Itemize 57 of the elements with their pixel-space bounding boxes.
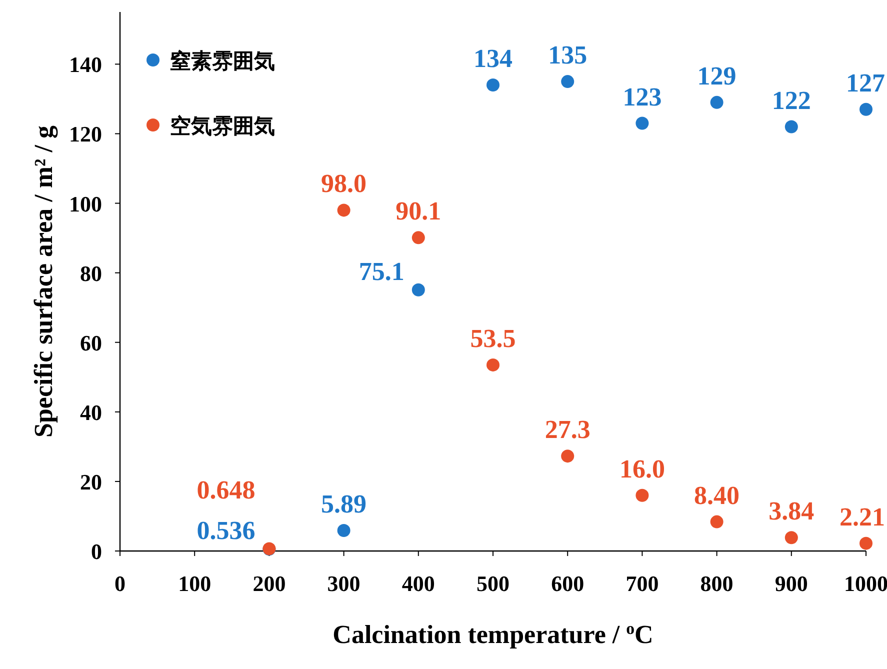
data-label: 129	[697, 61, 736, 90]
x-tick-label: 0	[114, 571, 126, 596]
y-tick-label: 0	[91, 539, 102, 564]
x-axis-title: Calcination temperature / $^{o}$C	[332, 618, 654, 649]
y-tick-label: 100	[69, 191, 102, 216]
x-tick-label: 700	[626, 571, 659, 596]
y-axis-title: Specific surface area / m² / g	[29, 125, 58, 438]
point	[486, 358, 500, 372]
data-label: 0.648	[196, 476, 256, 505]
x-tick-label: 500	[476, 571, 510, 596]
y-tick-label: 60	[80, 330, 102, 356]
x-tick-label: 400	[402, 571, 435, 596]
point	[412, 283, 425, 296]
data-label: 53.5	[470, 324, 516, 353]
data-label: 123	[622, 82, 662, 112]
data-label: 98.0	[321, 169, 367, 198]
point	[710, 515, 724, 528]
x-tick-label: 800	[700, 571, 734, 596]
x-tick-label: 300	[327, 571, 360, 596]
y-tick-label: 40	[80, 400, 102, 425]
data-label: 8.40	[694, 480, 740, 510]
y-tick-label: 120	[69, 122, 102, 147]
point	[784, 120, 798, 134]
legend-label: 窒素雰囲気	[170, 49, 275, 73]
data-label: 134	[474, 44, 512, 74]
data-label: 27.3	[544, 415, 590, 444]
y-tick-label: 140	[69, 52, 102, 78]
x-tick-label: 100	[178, 571, 212, 596]
data-label: 75.1	[358, 256, 404, 286]
data-label: 2.21	[840, 502, 885, 532]
y-tick-label: 20	[80, 469, 102, 494]
point	[636, 488, 649, 502]
point	[860, 536, 872, 550]
data-label: 90.1	[396, 196, 442, 226]
point	[561, 450, 574, 463]
data-label: 0.536	[196, 516, 256, 546]
legend-label: 空気雰囲気	[170, 114, 275, 138]
data-label: 135	[548, 40, 588, 70]
point	[337, 524, 350, 538]
data-label: 5.89	[321, 490, 367, 519]
point	[486, 78, 500, 92]
y-tick-label: 80	[80, 260, 102, 286]
x-tick-label: 200	[252, 571, 286, 596]
x-tick-label: 1000	[844, 571, 887, 596]
point	[337, 204, 350, 217]
point	[561, 75, 574, 88]
point	[412, 231, 425, 244]
point	[860, 102, 872, 116]
x-tick-label: 600	[551, 571, 584, 596]
data-label: 3.84	[768, 496, 814, 526]
x-tick-label: 900	[774, 571, 808, 596]
point	[636, 116, 649, 130]
point	[710, 96, 724, 109]
point	[784, 531, 798, 544]
data-label: 16.0	[619, 454, 665, 484]
data-label: 127	[846, 68, 885, 98]
data-label: 122	[772, 86, 811, 115]
